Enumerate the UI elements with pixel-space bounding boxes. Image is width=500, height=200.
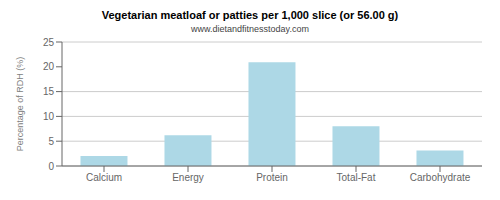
svg-text:Total-Fat: Total-Fat (337, 172, 376, 183)
svg-text:Percentage of RDH (%): Percentage of RDH (%) (15, 57, 25, 152)
svg-text:Calcium: Calcium (86, 172, 122, 183)
svg-text:15: 15 (43, 86, 55, 97)
svg-text:Protein: Protein (256, 172, 288, 183)
svg-text:20: 20 (43, 61, 55, 72)
svg-text:0: 0 (48, 161, 54, 172)
html-text:www.dietandfitnesstoday.com: www.dietandfitnesstoday.com (191, 24, 309, 34)
svg-text:25: 25 (43, 37, 55, 48)
html-text:Vegetarian meatloaf or patties: Vegetarian meatloaf or patties per 1,000… (101, 9, 399, 21)
svg-text:Energy: Energy (172, 172, 204, 183)
svg-text:5: 5 (48, 136, 54, 147)
svg-text:10: 10 (43, 111, 55, 122)
svg-text:Carbohydrate: Carbohydrate (410, 172, 471, 183)
